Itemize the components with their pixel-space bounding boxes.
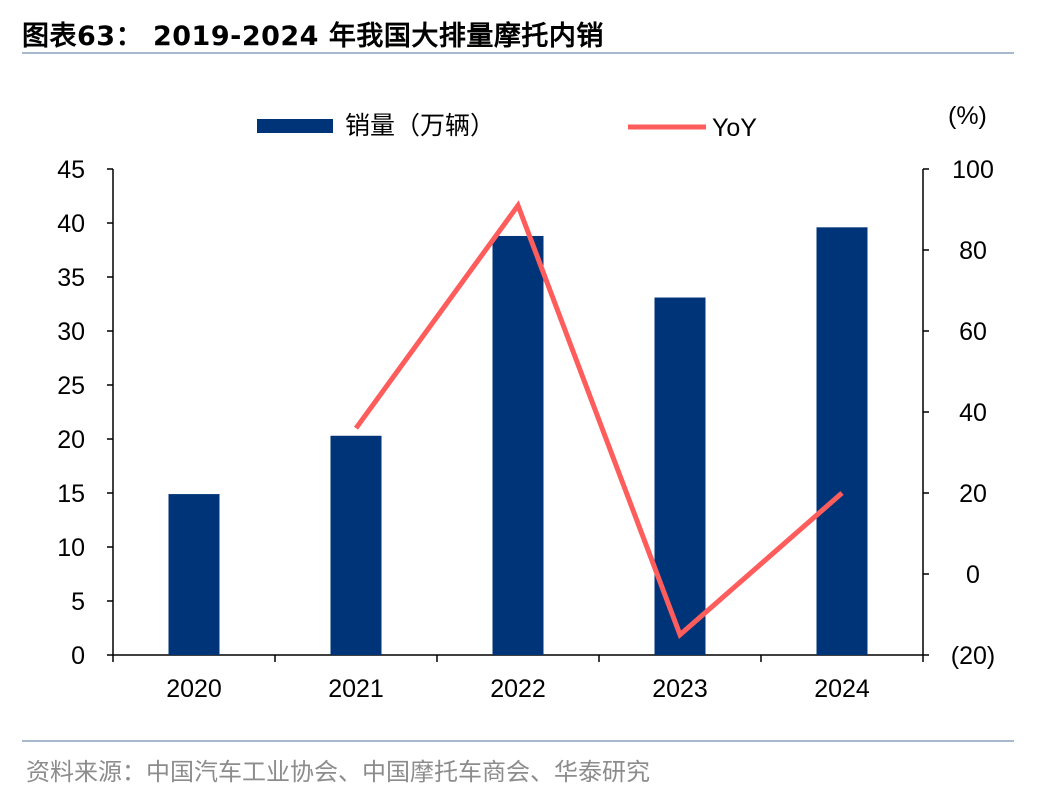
legend-bar-swatch — [257, 119, 333, 133]
bar-2022 — [492, 235, 544, 655]
legend-line-label: YoY — [712, 114, 757, 142]
bar-2024 — [816, 227, 868, 655]
left-axis-tick-label: 20 — [57, 426, 85, 454]
source-divider — [22, 740, 1014, 742]
bar-2021 — [330, 435, 382, 655]
left-axis-tick-label: 15 — [57, 480, 85, 508]
left-axis-tick-label: 35 — [57, 264, 85, 292]
right-axis-unit: (%) — [948, 102, 987, 130]
x-axis-tick-label: 2020 — [166, 675, 222, 703]
bar-2023 — [654, 297, 706, 655]
x-axis-tick-label: 2023 — [652, 675, 708, 703]
bar-2020 — [168, 494, 220, 655]
left-axis-tick-label: 5 — [71, 588, 85, 616]
x-axis-tick-label: 2021 — [328, 675, 384, 703]
right-axis-tick-label: 0 — [966, 561, 980, 589]
left-axis-tick-label: 0 — [71, 642, 85, 670]
left-axis-tick-label: 25 — [57, 372, 85, 400]
right-axis-tick-label: 100 — [952, 156, 994, 184]
right-axis-tick-label: 20 — [959, 480, 987, 508]
left-axis-tick-label: 45 — [57, 156, 85, 184]
left-axis-tick-label: 10 — [57, 534, 85, 562]
yoy-line — [353, 200, 844, 640]
right-axis-tick-label: 80 — [959, 237, 987, 265]
right-axis-tick-label: (20) — [951, 642, 995, 670]
title-divider — [22, 52, 1014, 54]
page-title: 图表63： 2019-2024 年我国大排量摩托内销 — [22, 21, 604, 52]
x-axis-tick-label: 2022 — [490, 675, 546, 703]
x-axis-tick-label: 2024 — [814, 675, 870, 703]
source-note: 资料来源：中国汽车工业协会、中国摩托车商会、华泰研究 — [26, 758, 650, 786]
right-axis-tick-label: 60 — [959, 318, 987, 346]
left-axis-tick-label: 40 — [57, 210, 85, 238]
legend-bar-label: 销量（万辆） — [345, 112, 495, 140]
left-axis-tick-label: 30 — [57, 318, 85, 346]
right-axis-tick-label: 40 — [959, 399, 987, 427]
